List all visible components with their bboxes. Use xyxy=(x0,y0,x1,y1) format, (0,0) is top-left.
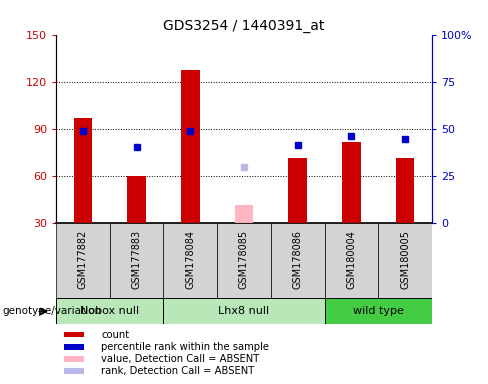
Bar xyxy=(56,298,163,324)
Title: GDS3254 / 1440391_at: GDS3254 / 1440391_at xyxy=(163,19,325,33)
Text: Nobox null: Nobox null xyxy=(80,306,140,316)
Text: rank, Detection Call = ABSENT: rank, Detection Call = ABSENT xyxy=(101,366,254,376)
Text: count: count xyxy=(101,329,129,339)
Bar xyxy=(63,369,84,374)
Bar xyxy=(396,158,414,223)
Bar xyxy=(325,223,378,298)
Bar xyxy=(217,223,271,298)
Text: GSM178084: GSM178084 xyxy=(185,230,195,289)
Bar xyxy=(342,142,361,223)
Text: GSM177883: GSM177883 xyxy=(132,230,142,289)
Bar xyxy=(163,223,217,298)
Bar xyxy=(378,223,432,298)
Text: GSM178086: GSM178086 xyxy=(293,230,303,289)
Bar xyxy=(325,298,432,324)
Bar xyxy=(63,332,84,337)
Text: GSM180004: GSM180004 xyxy=(346,230,356,289)
Bar xyxy=(163,298,325,324)
Bar xyxy=(235,205,253,223)
Text: GSM180005: GSM180005 xyxy=(400,230,410,289)
Text: percentile rank within the sample: percentile rank within the sample xyxy=(101,342,269,352)
Bar xyxy=(288,158,307,223)
Bar xyxy=(63,356,84,362)
Bar xyxy=(181,70,200,223)
Bar xyxy=(127,177,146,223)
Text: wild type: wild type xyxy=(353,306,404,316)
Bar xyxy=(110,223,163,298)
Text: genotype/variation: genotype/variation xyxy=(2,306,102,316)
Text: GSM177882: GSM177882 xyxy=(78,230,88,289)
Bar xyxy=(63,344,84,349)
Bar xyxy=(74,118,92,223)
Bar xyxy=(56,223,110,298)
Text: GSM178085: GSM178085 xyxy=(239,230,249,289)
Text: Lhx8 null: Lhx8 null xyxy=(219,306,269,316)
Text: value, Detection Call = ABSENT: value, Detection Call = ABSENT xyxy=(101,354,260,364)
Bar xyxy=(271,223,325,298)
